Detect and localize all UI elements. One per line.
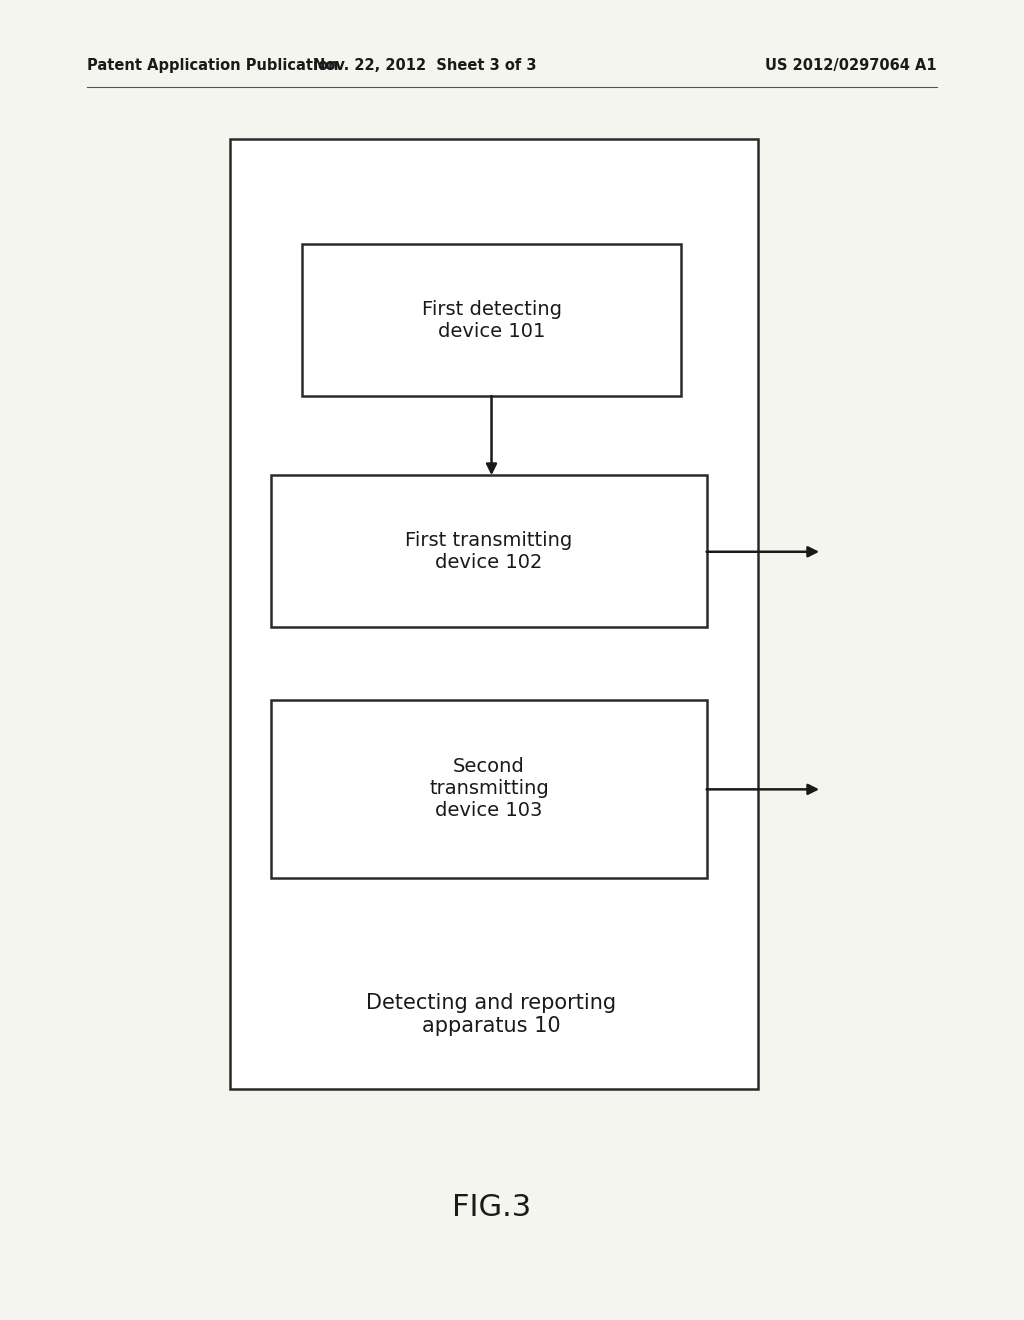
Text: First detecting
device 101: First detecting device 101 bbox=[422, 300, 561, 341]
Text: Nov. 22, 2012  Sheet 3 of 3: Nov. 22, 2012 Sheet 3 of 3 bbox=[313, 58, 537, 73]
Text: Second
transmitting
device 103: Second transmitting device 103 bbox=[429, 758, 549, 820]
Text: First transmitting
device 102: First transmitting device 102 bbox=[406, 531, 572, 572]
Text: Detecting and reporting
apparatus 10: Detecting and reporting apparatus 10 bbox=[367, 993, 616, 1036]
Bar bbox=[271, 475, 707, 627]
Bar bbox=[230, 139, 758, 1089]
Text: Patent Application Publication: Patent Application Publication bbox=[87, 58, 339, 73]
Bar bbox=[271, 700, 707, 878]
Text: US 2012/0297064 A1: US 2012/0297064 A1 bbox=[765, 58, 937, 73]
Bar bbox=[302, 244, 681, 396]
Text: FIG.3: FIG.3 bbox=[452, 1193, 531, 1222]
